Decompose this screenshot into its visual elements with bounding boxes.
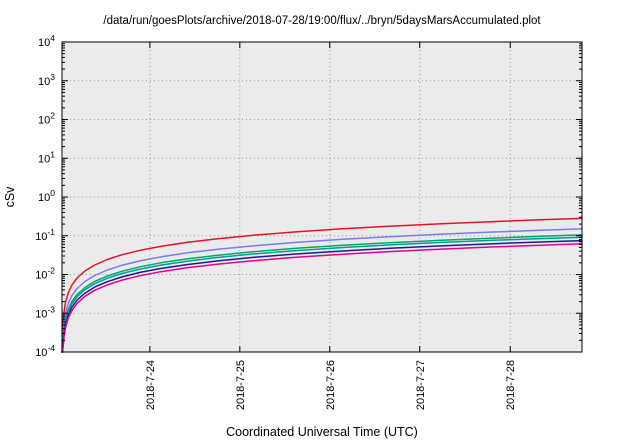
y-tick-label: 10-1	[35, 227, 55, 243]
y-tick-label: 104	[38, 33, 55, 49]
y-tick-label: 101	[38, 149, 55, 165]
plot-title: /data/run/goesPlots/archive/2018-07-28/1…	[103, 15, 541, 27]
series-line-magenta	[61, 243, 583, 353]
plot-border	[61, 41, 583, 353]
y-tick-label: 10-2	[35, 266, 55, 282]
x-tick-label: 2018-7-28	[505, 360, 517, 410]
y-tick-label: 103	[38, 72, 55, 88]
y-axis-label: cSv	[3, 186, 17, 208]
y-tick-label: 10-4	[35, 343, 55, 359]
x-tick-label: 2018-7-24	[145, 360, 157, 410]
x-axis-label: Coordinated Universal Time (UTC)	[226, 425, 418, 439]
y-tick-label: 10-3	[35, 304, 55, 320]
y-tick-label: 100	[38, 188, 55, 204]
y-tick-label: 102	[38, 111, 55, 127]
x-tick-label: 2018-7-26	[325, 360, 337, 410]
series-line-red	[61, 217, 583, 353]
x-tick-label: 2018-7-27	[415, 360, 427, 410]
x-tick-label: 2018-7-25	[235, 360, 247, 410]
